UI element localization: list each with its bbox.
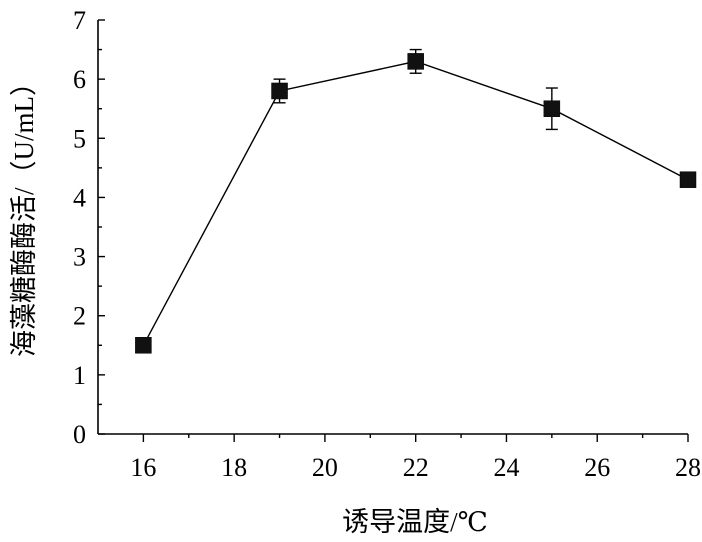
ticks: 0 1 2 3 4 5 6 7 16 18 20 22 24 26 28 bbox=[73, 6, 701, 482]
y-tick-label: 5 bbox=[73, 124, 86, 153]
y-axis-title: 海藻糖酶酶活/（U/mL） bbox=[9, 69, 39, 357]
y-tick-label: 3 bbox=[73, 243, 86, 272]
y-tick-label: 6 bbox=[73, 65, 86, 94]
y-tick-label: 4 bbox=[73, 183, 86, 212]
x-tick-label: 16 bbox=[130, 453, 156, 482]
x-axis-title: 诱导温度/℃ bbox=[342, 507, 488, 537]
x-tick-label: 22 bbox=[403, 453, 429, 482]
x-tick-label: 26 bbox=[584, 453, 610, 482]
data-point bbox=[679, 171, 697, 188]
y-tick-label: 0 bbox=[73, 420, 86, 449]
y-tick-label: 2 bbox=[73, 302, 86, 331]
data-point bbox=[271, 82, 288, 100]
data-point bbox=[543, 100, 561, 117]
series-group bbox=[135, 48, 697, 354]
x-tick-label: 24 bbox=[493, 453, 519, 482]
y-tick-label: 7 bbox=[73, 6, 86, 35]
data-point bbox=[135, 337, 152, 354]
x-tick-label: 20 bbox=[312, 453, 338, 482]
axes bbox=[97, 20, 688, 435]
series-line bbox=[142, 60, 689, 346]
data-point bbox=[407, 53, 424, 70]
x-tick-label: 18 bbox=[221, 453, 247, 482]
x-tick-label: 28 bbox=[675, 453, 701, 482]
y-tick-label: 1 bbox=[73, 361, 86, 390]
